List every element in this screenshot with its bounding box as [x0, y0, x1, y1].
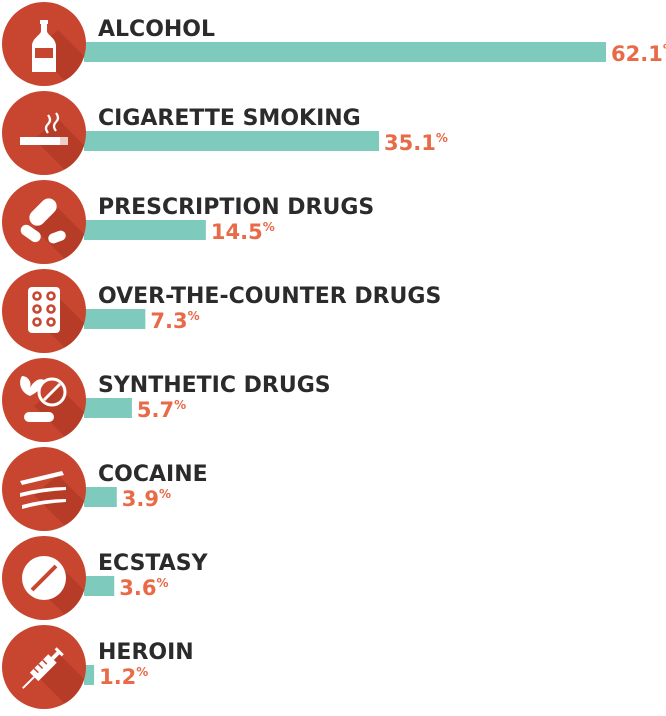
category-icon-badge — [2, 91, 86, 175]
value-label: 3.6% — [119, 576, 168, 600]
chart-row: ALCOHOL 62.1% — [2, 2, 666, 86]
percent-sign: % — [663, 42, 666, 56]
cocaine-lines-icon — [20, 471, 66, 509]
chart-row: CIGARETTE SMOKING 35.1% — [2, 91, 448, 175]
bottle-icon — [32, 20, 56, 72]
category-label: COCAINE — [98, 462, 208, 487]
category-icon-badge — [2, 358, 86, 442]
bar — [84, 487, 117, 507]
bar — [84, 131, 380, 151]
bar — [84, 398, 132, 418]
bar — [84, 42, 606, 62]
value-label: 14.5% — [211, 220, 275, 244]
leaf-pill-icon — [20, 376, 67, 422]
bar — [84, 665, 95, 685]
category-icon-badge — [2, 2, 86, 86]
percent-sign: % — [156, 576, 168, 590]
percent-sign: % — [159, 487, 171, 501]
value-label: 35.1% — [384, 131, 448, 155]
value-label: 1.2% — [99, 665, 148, 689]
tablet-icon — [22, 556, 66, 600]
value-label: 5.7% — [137, 398, 186, 422]
category-label: PRESCRIPTION DRUGS — [98, 195, 374, 220]
cigarette-icon — [20, 112, 68, 145]
percent-sign: % — [436, 131, 448, 145]
percent-sign: % — [263, 220, 275, 234]
value-label: 7.3% — [150, 309, 199, 333]
blister-pack-icon — [28, 287, 60, 333]
category-icon-badge — [2, 536, 86, 620]
category-icon-badge — [2, 447, 86, 531]
category-icon-badge — [2, 625, 86, 709]
bar — [84, 576, 115, 596]
category-label: ECSTASY — [98, 551, 209, 576]
category-label: OVER-THE-COUNTER DRUGS — [98, 284, 441, 309]
category-label: HEROIN — [98, 640, 194, 665]
percent-sign: % — [136, 665, 148, 679]
percent-sign: % — [174, 398, 186, 412]
category-icon-badge — [2, 180, 86, 264]
bar — [84, 220, 206, 240]
percent-sign: % — [188, 309, 200, 323]
category-icon-badge — [2, 269, 86, 353]
category-label: CIGARETTE SMOKING — [98, 106, 361, 131]
bar — [84, 309, 146, 329]
syringe-icon — [22, 647, 64, 689]
category-label: ALCOHOL — [98, 17, 215, 42]
pills-icon — [20, 198, 66, 244]
value-label: 3.9% — [122, 487, 171, 511]
value-label: 62.1% — [611, 42, 666, 66]
category-label: SYNTHETIC DRUGS — [98, 373, 331, 398]
